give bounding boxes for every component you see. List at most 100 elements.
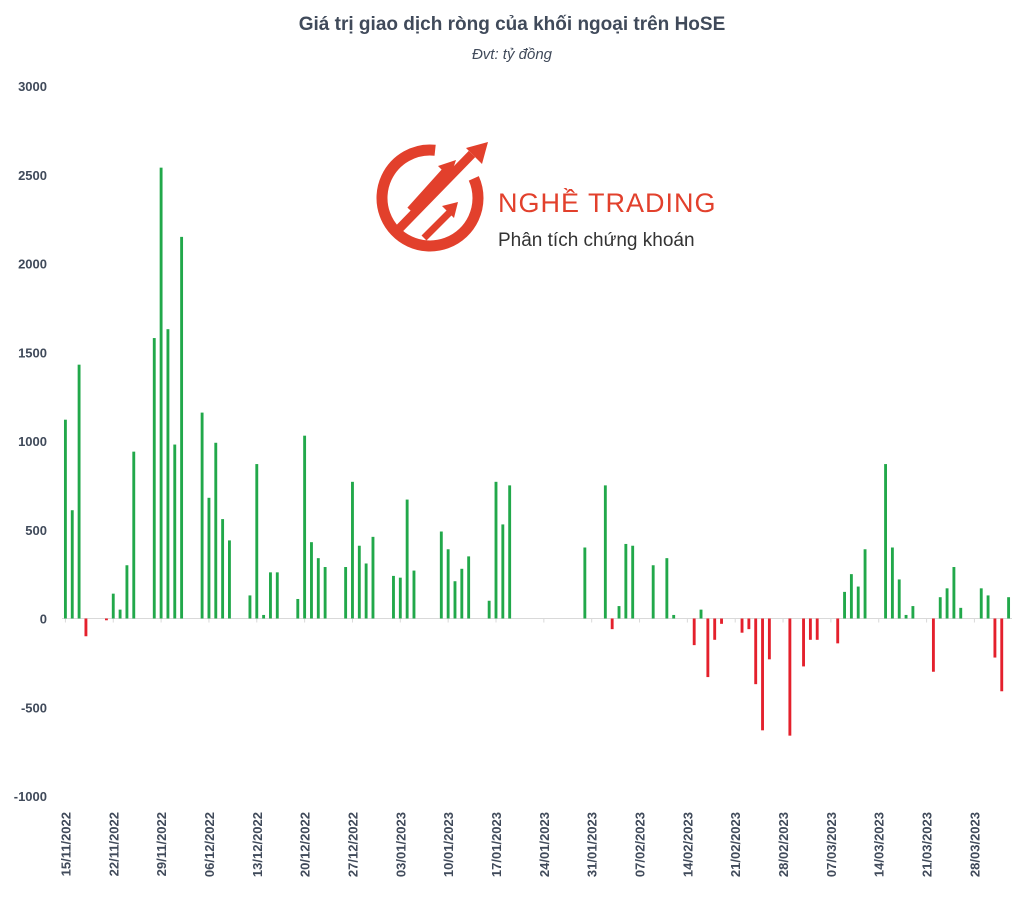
bar	[118, 609, 122, 619]
x-tick-label: 27/12/2022	[346, 812, 361, 877]
x-tick-label: 06/12/2022	[202, 812, 217, 877]
brand-emblem-icon	[376, 142, 488, 252]
x-tick-label: 10/01/2023	[441, 812, 456, 877]
bar	[439, 531, 443, 619]
bar	[884, 464, 887, 619]
bar	[843, 591, 846, 619]
bar	[371, 536, 375, 619]
bar	[104, 618, 108, 621]
chart-subtitle: Đvt: tỷ đồng	[471, 46, 553, 63]
bar	[603, 485, 607, 619]
bar	[344, 567, 348, 619]
bar	[508, 485, 512, 619]
bar	[351, 481, 354, 619]
bar	[651, 565, 655, 619]
bar	[610, 618, 614, 630]
bar	[836, 618, 840, 644]
bar	[228, 540, 231, 619]
y-tick-label: 1500	[18, 345, 47, 360]
x-tick-label: 07/02/2023	[633, 812, 648, 877]
bar	[1007, 597, 1011, 619]
x-tick-label: 17/01/2023	[489, 812, 504, 877]
bar	[672, 614, 676, 619]
bar	[467, 556, 471, 619]
bar	[275, 572, 279, 619]
y-tick-label: 2500	[18, 168, 47, 183]
bar	[63, 419, 67, 619]
bar	[706, 618, 710, 678]
bar	[692, 618, 696, 646]
x-tick-label: 20/12/2022	[298, 812, 313, 877]
x-tick-label: 13/12/2022	[250, 812, 265, 877]
bar	[310, 542, 313, 619]
bar	[207, 497, 211, 619]
bar	[802, 618, 805, 667]
bar	[617, 606, 621, 619]
bar	[624, 543, 628, 619]
bar	[323, 567, 327, 619]
bar	[897, 579, 901, 619]
bar	[904, 614, 908, 619]
bar	[494, 481, 498, 619]
brand-name: NGHỀ TRADING	[498, 188, 717, 218]
bar	[269, 572, 272, 619]
bar	[945, 588, 949, 619]
bar	[583, 547, 587, 619]
bar	[747, 618, 751, 630]
bar	[70, 510, 74, 619]
bar	[392, 575, 395, 619]
bar	[412, 570, 416, 619]
x-tick-label: 29/11/2022	[154, 812, 169, 876]
brand-tagline: Phân tích chứng khoán	[498, 230, 695, 251]
x-tick-label: 21/03/2023	[920, 812, 935, 877]
bar	[152, 338, 156, 619]
x-tick-label: 14/03/2023	[872, 812, 887, 877]
bar	[166, 329, 170, 619]
axis-layer: 3000 2500 2000 1500 1000 500 0 -500 -1000	[14, 79, 1012, 804]
bar	[986, 595, 990, 619]
y-tick-label: -500	[21, 700, 47, 715]
bar	[221, 519, 225, 619]
bar	[446, 549, 450, 619]
x-tick-label: 31/01/2023	[585, 812, 600, 877]
bar	[125, 565, 129, 619]
bar	[979, 588, 983, 619]
bar	[316, 558, 320, 619]
bar	[262, 614, 266, 619]
x-tick-label: 14/02/2023	[680, 812, 695, 877]
y-tick-label: 3000	[18, 79, 47, 94]
bar	[699, 609, 703, 619]
bar	[296, 598, 300, 619]
bar	[180, 236, 184, 619]
brand-logo: NGHỀ TRADING Phân tích chứng khoán	[376, 140, 736, 260]
x-tick-label: 28/02/2023	[776, 812, 791, 877]
bar	[720, 618, 723, 624]
x-tick-label: 07/03/2023	[824, 812, 839, 877]
bars-layer	[63, 167, 1011, 736]
bar	[754, 618, 758, 685]
bar	[84, 618, 88, 637]
bar	[631, 545, 635, 619]
bar	[159, 167, 163, 619]
bar	[767, 618, 771, 660]
bar	[214, 442, 218, 619]
bar	[1000, 618, 1004, 692]
bar	[364, 563, 368, 619]
bar	[788, 618, 792, 736]
bar	[77, 364, 81, 619]
x-tick-label: 21/02/2023	[728, 812, 743, 877]
bar	[665, 558, 669, 619]
labels-layer: 15/11/2022 22/11/2022 29/11/2022 06/12/2022…	[58, 812, 982, 877]
bar	[501, 524, 505, 619]
x-tick-label: 24/01/2023	[537, 812, 552, 877]
y-tick-label: 1000	[18, 434, 47, 449]
y-tick-label: 0	[40, 612, 47, 627]
bar	[849, 574, 853, 619]
bar	[856, 586, 860, 619]
bar	[911, 606, 915, 619]
bar	[713, 618, 717, 640]
bar	[761, 618, 764, 731]
bar	[248, 595, 252, 619]
bar	[132, 451, 136, 619]
